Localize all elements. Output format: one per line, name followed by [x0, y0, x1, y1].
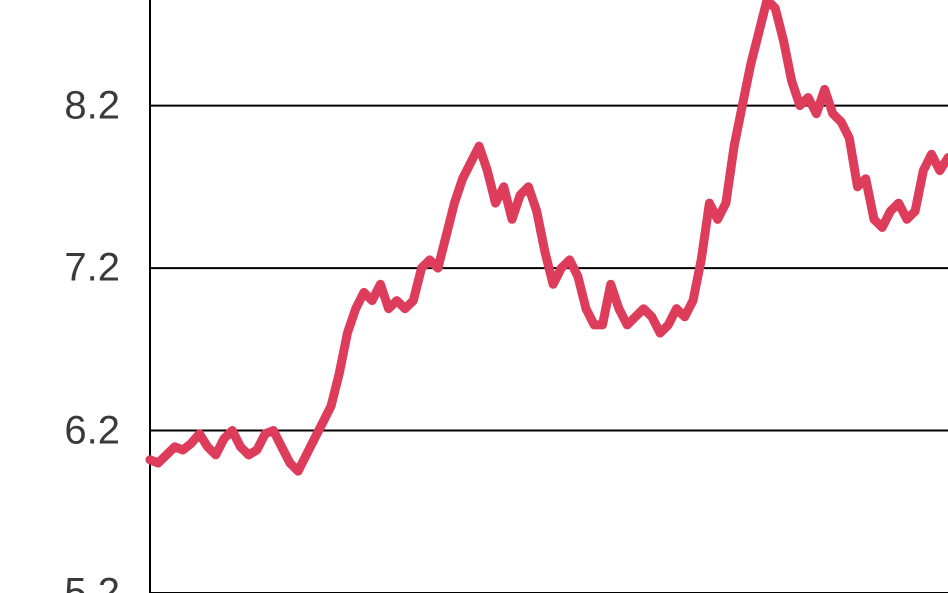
y-tick-label: 7.2: [20, 246, 120, 291]
y-tick-label: 5.2: [20, 571, 120, 593]
y-tick-label: 6.2: [20, 408, 120, 453]
data-line: [150, 0, 948, 471]
chart-svg: [0, 0, 948, 593]
y-tick-label: 8.2: [20, 83, 120, 128]
line-chart: 5.2 6.2 7.2 8.2: [0, 0, 948, 593]
